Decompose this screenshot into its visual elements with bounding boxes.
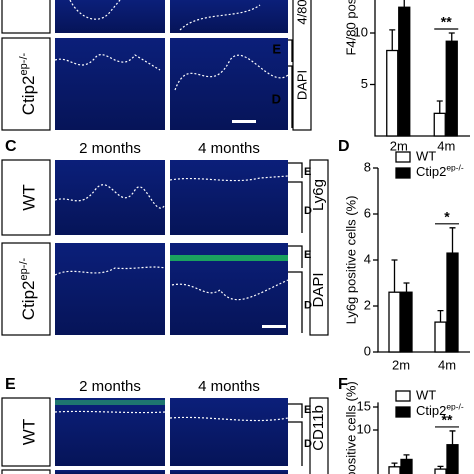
error-bar <box>437 465 444 470</box>
error-bar <box>449 430 456 445</box>
layer-label: E <box>272 41 281 56</box>
error-bar <box>403 282 410 293</box>
y-axis-label: positive cells (%) <box>343 381 358 474</box>
panel-letter: E <box>5 376 16 393</box>
legend-swatch <box>395 151 411 163</box>
bar <box>386 49 399 137</box>
legend-swatch <box>395 406 411 418</box>
error-bar <box>449 227 456 254</box>
y-tick-label: 6 <box>364 205 371 220</box>
row-label: Ctip2ep-/- <box>18 257 39 320</box>
layer-label: D <box>272 91 281 106</box>
bar <box>433 112 446 137</box>
bar <box>400 458 413 474</box>
error-bar <box>391 462 398 467</box>
legend-label: Ctip2ep-/- <box>416 163 464 180</box>
layer-label: D <box>304 438 312 450</box>
layer-label: E <box>304 404 311 416</box>
legend-label-base: Ctip2 <box>416 164 446 179</box>
legend-label-sup: ep-/- <box>446 402 464 412</box>
x-tick-label: 4m <box>438 357 456 372</box>
legend-swatch <box>395 390 411 402</box>
y-tick-label: 4 <box>364 251 371 266</box>
significance: * <box>444 209 450 225</box>
y-tick-label: 10 <box>354 24 368 39</box>
y-tick-label: 5 <box>361 76 368 91</box>
bar <box>446 252 459 353</box>
legend-label-base: Ctip2 <box>416 403 446 418</box>
row-label-boxes <box>1 0 329 474</box>
row-label: Ctip2ep-/- <box>18 52 39 115</box>
x-tick-label: 2m <box>390 138 408 153</box>
bar <box>434 321 447 353</box>
column-header: 4 months <box>198 378 260 395</box>
error-bar <box>437 309 444 323</box>
legend-label: WT <box>416 148 436 163</box>
bar <box>446 444 459 474</box>
row-label-base: Ctip2 <box>19 76 38 116</box>
error-bar <box>403 454 410 460</box>
significance: ** <box>442 412 453 428</box>
panel-letter: F <box>338 376 348 393</box>
bar <box>445 40 458 137</box>
stain-label: 4/80 <box>294 0 309 25</box>
row-label-sup: ep-/- <box>18 52 30 75</box>
stain-label: DAPI <box>294 70 309 100</box>
stain-label: CD11b <box>310 405 327 451</box>
legend-swatch <box>395 167 411 179</box>
legend-label: Ctip2ep-/- <box>416 402 464 419</box>
y-axis-label: F4/80 positive c <box>343 0 358 56</box>
panel-letter: D <box>338 138 350 155</box>
column-header: 4 months <box>198 140 260 157</box>
row-label: WT <box>19 184 38 210</box>
layer-brackets <box>288 39 303 466</box>
legend-label-sup: ep-/- <box>446 163 464 173</box>
y-tick-label: 2 <box>364 297 371 312</box>
row-label: WT <box>19 419 38 445</box>
bar <box>388 466 401 474</box>
row-label-sup: ep-/- <box>18 257 30 280</box>
error-bar <box>436 100 443 114</box>
y-tick-label: 10 <box>357 421 371 436</box>
stain-label: Ly6g <box>310 179 327 211</box>
significance: ** <box>441 14 452 30</box>
y-tick-label: 0 <box>364 343 371 358</box>
bar <box>398 6 411 137</box>
stain-label: DAPI <box>310 272 327 307</box>
y-tick-label: 15 <box>357 398 371 413</box>
layer-label: D <box>304 205 312 217</box>
column-header: 2 months <box>79 140 141 157</box>
layer-label: D <box>304 299 312 311</box>
legend-label: WT <box>416 387 436 402</box>
x-tick-label: 4m <box>437 138 455 153</box>
x-tick-label: 2m <box>392 357 410 372</box>
y-axis <box>377 402 379 474</box>
y-axis-label: Ly6g positive cells (%) <box>343 196 358 325</box>
y-tick-label: 8 <box>364 159 371 174</box>
error-bar <box>448 32 455 42</box>
error-bar <box>389 29 396 51</box>
layer-label: E <box>304 249 311 261</box>
error-bar <box>391 259 398 293</box>
bar <box>434 468 447 474</box>
panel-letter: C <box>5 138 17 155</box>
column-header: 2 months <box>79 378 141 395</box>
row-label-base: Ctip2 <box>19 281 38 321</box>
error-bar <box>403 0 405 8</box>
bar <box>388 291 401 353</box>
bar <box>400 291 413 353</box>
layer-label: E <box>304 166 311 178</box>
micrographs <box>54 0 289 474</box>
